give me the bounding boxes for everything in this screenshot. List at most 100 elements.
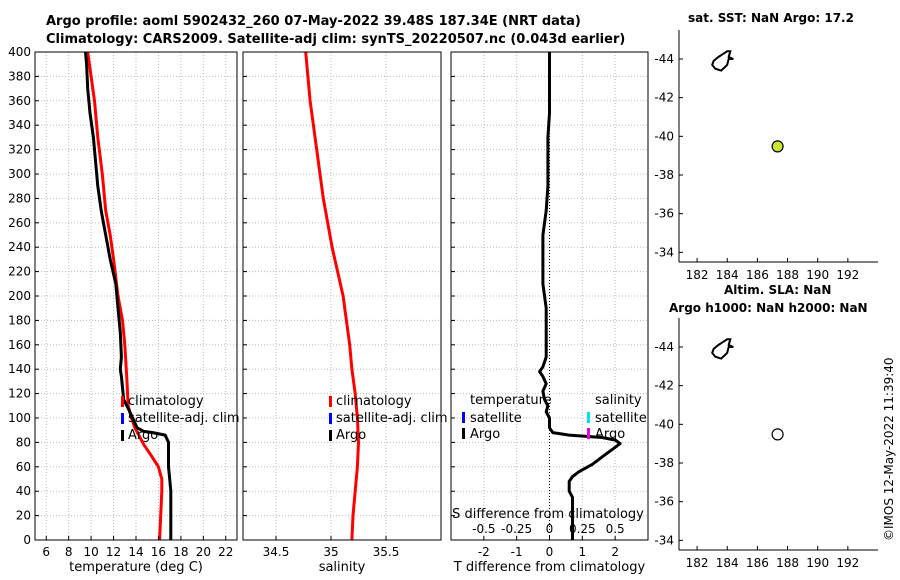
legend-header-temperature: temperature: [470, 393, 552, 408]
x-axis-label: temperature (deg C): [69, 560, 203, 575]
series-line-argo-t-difference: [538, 52, 622, 540]
y-tick-label: 320: [8, 143, 31, 157]
y-tick-label: 120: [8, 387, 31, 401]
legend-entry: Argo: [470, 427, 500, 442]
x-tick-label: 34.5: [263, 545, 290, 559]
x-tick-label: 18: [173, 545, 188, 559]
x-tick-label: 184: [716, 268, 739, 282]
y-tick-label: 260: [8, 216, 31, 230]
x-tick-label: 186: [746, 268, 769, 282]
series-line-argo: [84, 51, 173, 540]
argo-position-marker: [771, 428, 784, 441]
x-tick-label: 186: [746, 556, 769, 570]
series-line-climatology: [304, 51, 360, 541]
y-tick-label: 240: [8, 240, 31, 254]
x-tick-label: 188: [776, 268, 799, 282]
legend-swatch: [329, 430, 332, 441]
x-tick-label: 184: [716, 556, 739, 570]
top-tick-label: 0: [546, 522, 554, 536]
y-tick-label: -34: [654, 245, 674, 259]
label-layer: 6 8 10 12 14 16 18 20 22020406080100120140160180…: [8, 45, 859, 575]
x-tick-label: 14: [128, 545, 143, 559]
legend-entry: Argo: [128, 428, 158, 443]
axes-frame: [450, 51, 649, 541]
y-tick-label: -38: [654, 168, 674, 182]
legend-swatch: [329, 396, 332, 407]
x-tick-label: 22: [218, 545, 233, 559]
coastline-island: [711, 338, 734, 360]
y-tick-label: -40: [654, 129, 674, 143]
axes-frame: [242, 51, 442, 541]
legend-header-salinity: salinity: [595, 393, 642, 408]
sst-map-title: sat. SST: NaN Argo: 17.2: [688, 11, 854, 25]
legend-swatch: [121, 413, 124, 424]
x-tick-label: -2: [478, 545, 490, 559]
legend-entry: Argo: [336, 428, 366, 443]
legend-entry: satellite: [470, 411, 522, 426]
y-tick-label: -38: [654, 456, 674, 470]
x-tick-label: 182: [686, 556, 709, 570]
y-tick-label: 380: [8, 69, 31, 83]
y-tick-label: 280: [8, 191, 31, 205]
legend-entry: satellite-adj. clim: [128, 411, 240, 426]
x-axis-label: salinity: [319, 560, 366, 575]
legend-entry: climatology: [128, 394, 204, 409]
y-tick-label: -44: [654, 340, 674, 354]
top-tick-label: -0.25: [501, 522, 532, 536]
y-tick-label: -42: [654, 91, 674, 105]
x-tick-label: 192: [836, 268, 859, 282]
legend-entry: climatology: [336, 394, 412, 409]
x-tick-label: 20: [196, 545, 211, 559]
y-tick-label: 180: [8, 313, 31, 327]
y-tick-label: 20: [16, 509, 31, 523]
x-tick-label: 190: [806, 268, 829, 282]
x-tick-label: 192: [836, 556, 859, 570]
x-axis-label: T difference from climatology: [453, 560, 646, 575]
y-tick-label: 300: [8, 167, 31, 181]
y-tick-label: -40: [654, 417, 674, 431]
sla-map-title-line-1: Altim. SLA: NaN: [724, 283, 832, 297]
legend-swatch: [462, 412, 465, 423]
series-line-climatology: [86, 51, 164, 541]
x-tick-label: 6: [42, 545, 50, 559]
legend-swatch: [587, 428, 590, 439]
x-tick-label: 182: [686, 268, 709, 282]
y-tick-label: 200: [8, 289, 31, 303]
x-tick-label: 8: [65, 545, 73, 559]
axes-frame: [34, 51, 238, 541]
y-tick-label: 160: [8, 338, 31, 352]
y-tick-label: 60: [16, 460, 31, 474]
legend-layer: climatology satellite-adj. clim Argo climat…: [121, 393, 647, 443]
y-tick-label: 100: [8, 411, 31, 425]
x-tick-label: 12: [106, 545, 121, 559]
y-tick-label: 140: [8, 362, 31, 376]
x-tick-label: 10: [83, 545, 98, 559]
figure-title-line-2: Climatology: CARS2009. Satellite-adj cli…: [46, 32, 626, 47]
legend-entry: satellite-adj. clim: [336, 411, 448, 426]
x-tick-label: 2: [611, 545, 619, 559]
y-tick-label: -36: [654, 207, 674, 221]
x-tick-label: 190: [806, 556, 829, 570]
x-tick-label: 35: [323, 545, 338, 559]
y-tick-label: 360: [8, 94, 31, 108]
legend-swatch: [587, 412, 590, 423]
top-axis-label: S difference from climatology: [452, 507, 644, 522]
legend-swatch: [121, 430, 124, 441]
y-tick-label: -34: [654, 533, 674, 547]
y-tick-label: 80: [16, 435, 31, 449]
frame-layer: [34, 30, 878, 551]
y-tick-label: -36: [654, 495, 674, 509]
y-tick-label: 400: [8, 45, 31, 59]
y-tick-label: -42: [654, 379, 674, 393]
x-tick-label: 35.5: [373, 545, 400, 559]
top-tick-label: -0.5: [472, 522, 495, 536]
y-tick-label: 0: [23, 533, 31, 547]
data-layer: [84, 50, 784, 541]
x-tick-label: 1: [579, 545, 587, 559]
sla-map-title-line-2: Argo h1000: NaN h2000: NaN: [669, 301, 868, 315]
x-tick-label: -1: [511, 545, 523, 559]
argo-position-marker: [771, 140, 784, 153]
y-tick-label: 340: [8, 118, 31, 132]
y-tick-label: -44: [654, 52, 674, 66]
